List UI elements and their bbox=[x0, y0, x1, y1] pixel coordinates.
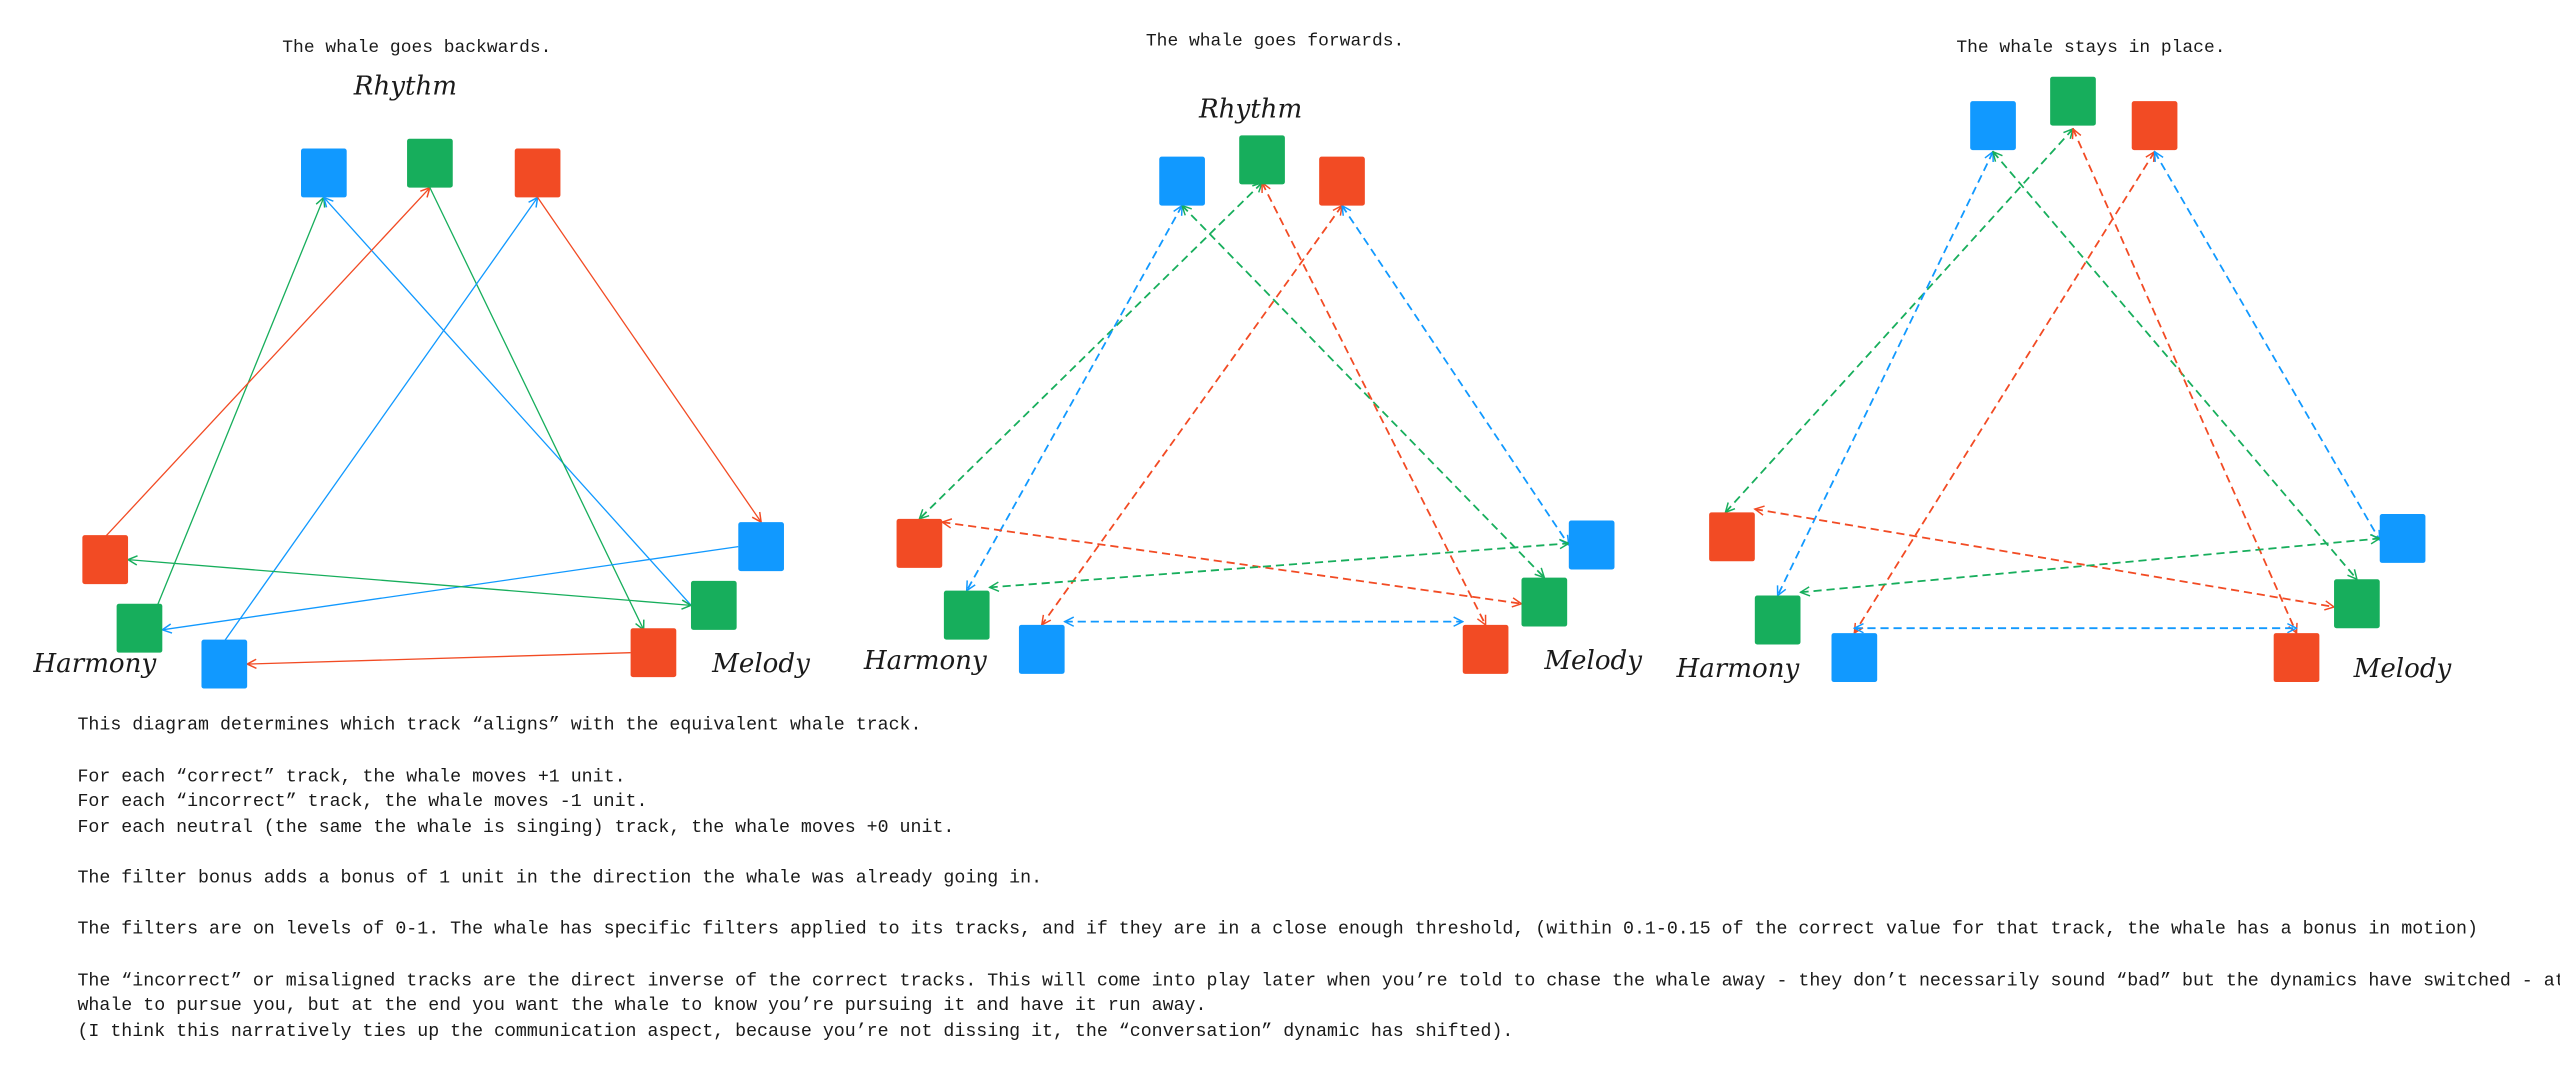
diagram-graph bbox=[1709, 76, 2426, 683]
harmony-label: Harmony bbox=[863, 646, 988, 676]
edge-rhythm-blue-to-harmony-green bbox=[967, 206, 1182, 591]
track-node-melody-green bbox=[1521, 577, 1568, 627]
notes-text: This diagram determines which track “ali… bbox=[77, 715, 2560, 1042]
edge-melody-blue-to-harmony-green bbox=[162, 545, 739, 630]
edge-harmony-green-to-melody-blue bbox=[990, 543, 1569, 587]
track-node-harmony-red bbox=[82, 535, 129, 585]
diagram-title: The whale stays in place. bbox=[1956, 38, 2225, 58]
track-node-rhythm-green bbox=[2050, 76, 2096, 126]
track-node-harmony-blue bbox=[201, 639, 248, 689]
edge-rhythm-red-to-harmony-blue bbox=[1854, 152, 2154, 633]
track-node-melody-red bbox=[2273, 633, 2320, 683]
edge-rhythm-red-to-harmony-blue bbox=[1042, 206, 1342, 625]
note-line: For each neutral (the same the whale is … bbox=[77, 818, 954, 838]
diagram-title: The whale goes backwards. bbox=[282, 38, 551, 58]
note-line: whale to pursue you, but at the end you … bbox=[77, 996, 1206, 1016]
diagram-forwards: The whale goes forwards. Rhythm Harmony … bbox=[863, 32, 1643, 676]
track-node-melody-green bbox=[2334, 579, 2380, 629]
edge-rhythm-green-to-harmony-red bbox=[1725, 129, 2073, 512]
rhythm-label: Rhythm bbox=[353, 72, 457, 102]
note-line: This diagram determines which track “ali… bbox=[77, 715, 921, 735]
edge-rhythm-blue-to-harmony-green bbox=[1778, 152, 1993, 596]
diagram-graph bbox=[896, 135, 1615, 674]
melody-label: Melody bbox=[1543, 646, 1643, 676]
edge-harmony-green-to-melody-blue bbox=[1800, 538, 2379, 592]
track-node-harmony-green bbox=[943, 590, 990, 640]
track-node-rhythm-red bbox=[2131, 101, 2178, 151]
melody-label: Melody bbox=[711, 649, 811, 679]
note-line: For each “incorrect” track, the whale mo… bbox=[77, 792, 647, 812]
diagram-stays: The whale stays in place. Harmony Melody bbox=[1675, 38, 2452, 684]
track-node-melody-green bbox=[690, 580, 737, 630]
track-node-rhythm-green bbox=[1239, 135, 1285, 185]
diagram-title: The whale goes forwards. bbox=[1146, 32, 1404, 52]
track-node-rhythm-blue bbox=[1159, 156, 1205, 206]
track-node-melody-blue bbox=[1568, 520, 1615, 570]
edge-rhythm-green-to-melody-red bbox=[1261, 183, 1487, 625]
harmony-label: Harmony bbox=[1675, 654, 1800, 684]
melody-label: Melody bbox=[2353, 654, 2453, 684]
track-node-rhythm-red bbox=[514, 148, 561, 198]
track-node-harmony-red bbox=[896, 518, 943, 568]
note-line: (I think this narratively ties up the co… bbox=[77, 1022, 1513, 1042]
edge-harmony-green-to-rhythm-blue bbox=[156, 197, 323, 606]
note-line: The filters are on levels of 0-1. The wh… bbox=[77, 919, 2478, 939]
edge-rhythm-red-to-melody-blue bbox=[2155, 152, 2380, 540]
track-node-harmony-green bbox=[116, 603, 163, 653]
harmony-label: Harmony bbox=[32, 649, 157, 679]
diagram-graph bbox=[82, 138, 784, 689]
note-line: The “incorrect” or misaligned tracks are… bbox=[77, 972, 2560, 992]
track-node-harmony-blue bbox=[1018, 624, 1065, 674]
track-node-harmony-red bbox=[1709, 512, 1755, 562]
edge-harmony-red-to-melody-green bbox=[942, 522, 1521, 604]
track-node-melody-blue bbox=[2379, 513, 2426, 563]
note-line: The filter bonus adds a bonus of 1 unit … bbox=[77, 869, 1042, 889]
edge-rhythm-red-to-melody-blue bbox=[1342, 206, 1569, 545]
edge-harmony-red-to-rhythm-green bbox=[104, 188, 430, 538]
track-node-harmony-blue bbox=[1831, 633, 1878, 683]
note-line: For each “correct” track, the whale move… bbox=[77, 768, 625, 788]
edge-rhythm-green-to-melody-red bbox=[429, 187, 644, 630]
track-node-melody-red bbox=[630, 628, 677, 678]
edge-rhythm-blue-to-melody-green bbox=[1182, 206, 1544, 578]
edge-rhythm-blue-to-melody-green bbox=[1993, 152, 2357, 579]
edge-melody-red-to-harmony-blue bbox=[247, 652, 631, 664]
track-node-rhythm-blue bbox=[1970, 101, 2016, 151]
track-node-rhythm-red bbox=[1319, 156, 1365, 206]
edge-melody-green-to-rhythm-blue bbox=[324, 197, 694, 608]
edge-rhythm-green-to-harmony-red bbox=[919, 183, 1262, 519]
edge-harmony-blue-to-rhythm-red bbox=[223, 197, 537, 642]
rhythm-label: Rhythm bbox=[1198, 94, 1302, 124]
edge-rhythm-red-to-melody-blue bbox=[537, 197, 762, 522]
track-node-melody-red bbox=[1462, 624, 1509, 674]
track-node-harmony-green bbox=[1754, 595, 1801, 645]
diagram-backwards: The whale goes backwards. Rhythm Harmony… bbox=[32, 38, 811, 689]
track-node-rhythm-blue bbox=[301, 148, 347, 198]
track-node-melody-blue bbox=[738, 522, 784, 572]
edge-melody-green-to-harmony-red bbox=[128, 560, 691, 606]
track-node-rhythm-green bbox=[407, 138, 453, 188]
